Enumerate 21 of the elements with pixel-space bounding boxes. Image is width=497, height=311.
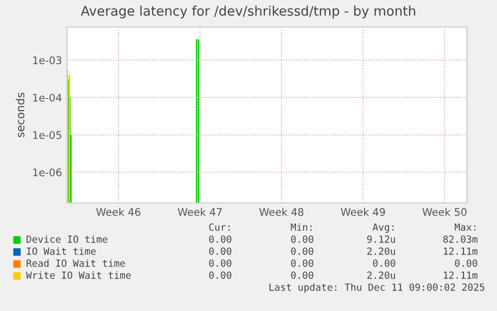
text: 0.00 0.00 9.12u 82.03m bbox=[209, 235, 478, 243]
x-tick-label: Week 50 bbox=[422, 208, 467, 216]
y-tick-label: 1e-04 bbox=[33, 94, 62, 102]
legend-label: Write IO Wait time bbox=[26, 271, 131, 279]
text: 0.00 0.00 2.20u 12.11m bbox=[209, 247, 478, 255]
text: Last update: Thu Dec 11 09:00:02 2025 bbox=[269, 283, 484, 293]
legend-label: Read IO Wait time bbox=[26, 259, 125, 267]
y-tick-label: 1e-05 bbox=[33, 131, 62, 139]
x-tick-label: Week 48 bbox=[259, 208, 304, 216]
text: 0.00 0.00 2.20u 12.11m bbox=[209, 271, 478, 279]
text: Cur: Min: Avg: Max: bbox=[209, 223, 476, 233]
legend-label: Device IO time bbox=[26, 235, 108, 243]
legend-label: IO Wait time bbox=[26, 247, 96, 255]
y-tick-label: 1e-06 bbox=[33, 168, 62, 176]
x-tick-label: Week 47 bbox=[178, 208, 222, 216]
chart-title: Average latency for /dev/shrikessd/tmp - by month bbox=[80, 6, 416, 18]
y-tick-label: 1e-03 bbox=[33, 56, 62, 64]
x-tick-label: Week 49 bbox=[340, 208, 385, 216]
text: 0.00 0.00 0.00 0.00 bbox=[209, 259, 478, 267]
y-axis-title: seconds bbox=[16, 92, 24, 138]
x-tick-label: Week 46 bbox=[96, 208, 140, 216]
